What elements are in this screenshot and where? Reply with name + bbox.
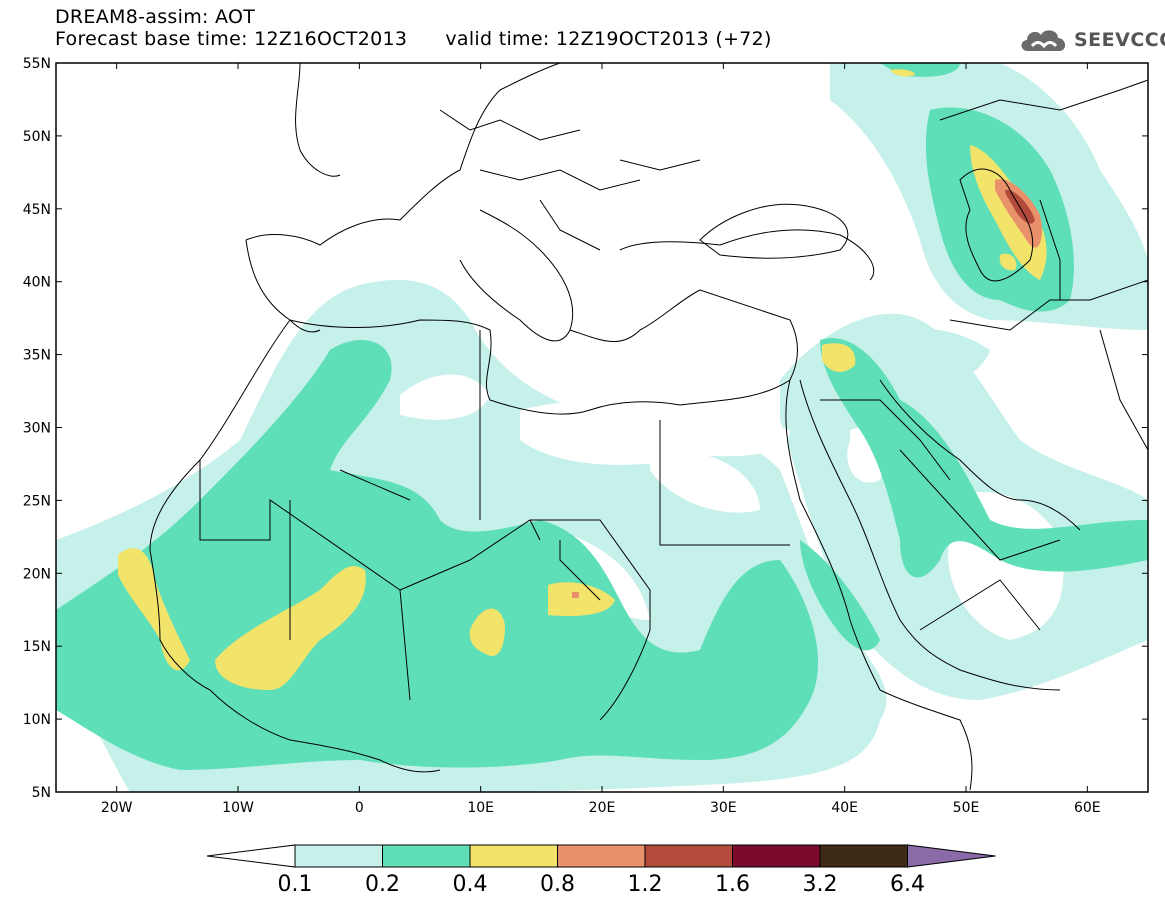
lon-tick-label: 0 bbox=[355, 800, 364, 816]
colorbar-label: 0.2 bbox=[365, 872, 400, 897]
colorbar-under-arrow bbox=[206, 844, 296, 868]
colorbar-segment bbox=[819, 844, 908, 868]
logo-text: SEEVCCC bbox=[1074, 29, 1165, 51]
coastlines bbox=[149, 63, 1148, 791]
colorbar-segment bbox=[732, 844, 821, 868]
colorbar-label: 1.2 bbox=[628, 872, 663, 897]
lon-axis: 20W 10W 0 10E 20E 30E 40E 50E 60E bbox=[101, 63, 1101, 816]
lon-tick-label: 10E bbox=[467, 800, 494, 816]
colorbar: 0.1 0.2 0.4 0.8 1.2 1.6 3.2 6.4 bbox=[206, 844, 996, 897]
lon-tick-label: 40E bbox=[831, 800, 858, 816]
colorbar-over-arrow bbox=[907, 844, 996, 868]
cloud-icon bbox=[1021, 30, 1066, 51]
lat-tick-label: 40N bbox=[23, 275, 51, 291]
lat-tick-label: 10N bbox=[23, 712, 51, 728]
lat-tick-label: 20N bbox=[23, 566, 51, 582]
colorbar-label: 1.6 bbox=[715, 872, 750, 897]
lat-tick-label: 35N bbox=[23, 348, 51, 364]
lon-tick-label: 60E bbox=[1074, 800, 1101, 816]
colorbar-segment bbox=[294, 844, 383, 868]
lon-tick-label: 30E bbox=[710, 800, 737, 816]
colorbar-segment bbox=[644, 844, 733, 868]
lat-tick-label: 25N bbox=[23, 493, 51, 509]
base-time-value: 12Z16OCT2013 bbox=[254, 28, 408, 50]
lat-tick-label: 30N bbox=[23, 421, 51, 437]
colorbar-label: 0.4 bbox=[453, 872, 488, 897]
title-line-1: DREAM8-assim: AOT bbox=[55, 6, 256, 28]
lon-tick-label: 50E bbox=[953, 800, 980, 816]
lat-tick-label: 55N bbox=[23, 56, 51, 72]
colorbar-segment bbox=[469, 844, 558, 868]
colorbar-segment bbox=[557, 844, 646, 868]
lon-tick-label: 20W bbox=[101, 800, 133, 816]
colorbar-label: 0.8 bbox=[540, 872, 575, 897]
valid-time-prefix: valid time: bbox=[445, 28, 556, 50]
base-time-prefix: Forecast base time: bbox=[55, 28, 255, 50]
title-line-2: Forecast base time: 12Z16OCT2013 valid t… bbox=[55, 28, 772, 50]
lon-tick-label: 10W bbox=[222, 800, 254, 816]
lat-tick-label: 5N bbox=[32, 785, 51, 801]
colorbar-segment bbox=[382, 844, 471, 868]
colorbar-label: 0.1 bbox=[278, 872, 313, 897]
map-title: DREAM8-assim: AOT Forecast base time: 12… bbox=[55, 6, 772, 50]
aot-shading bbox=[56, 63, 1148, 792]
colorbar-label: 6.4 bbox=[890, 872, 925, 897]
colorbar-label: 3.2 bbox=[803, 872, 838, 897]
lat-tick-label: 50N bbox=[23, 129, 51, 145]
lat-tick-label: 15N bbox=[23, 639, 51, 655]
valid-time-value: 12Z19OCT2013 (+72) bbox=[555, 28, 772, 50]
seevccc-logo: SEEVCCC bbox=[1018, 24, 1165, 56]
lat-axis: 55N 50N 45N 40N 35N 30N 25N 20N 15N 10N 5N bbox=[23, 56, 1148, 801]
lon-tick-label: 20E bbox=[589, 800, 616, 816]
lat-tick-label: 45N bbox=[23, 202, 51, 218]
